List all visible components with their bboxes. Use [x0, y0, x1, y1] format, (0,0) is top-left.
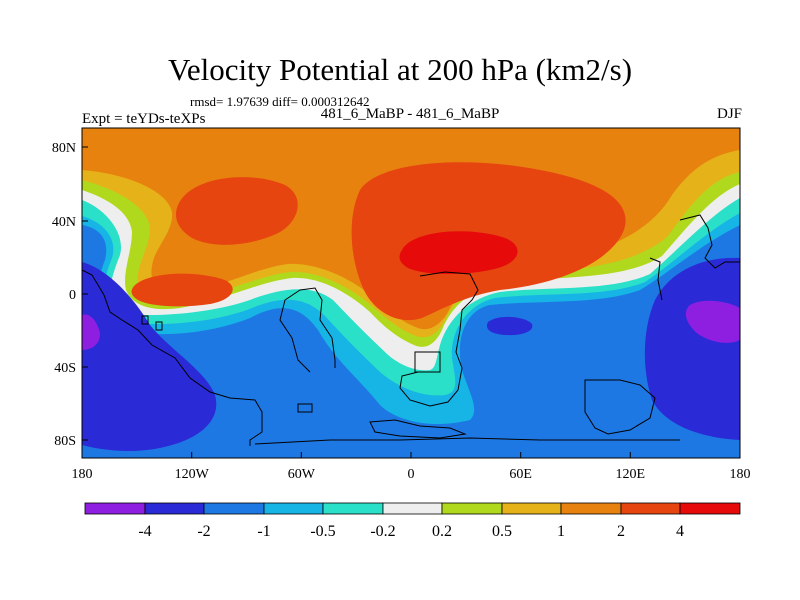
- zone-plus-2-pacific: [131, 273, 233, 307]
- x-tick-label: 60W: [288, 467, 316, 482]
- colorbar-label: -1: [257, 523, 270, 540]
- colorbar-swatch: [560, 502, 622, 515]
- zone-plus-4: [399, 231, 518, 274]
- colorbar-label: -0.5: [310, 523, 335, 540]
- colorbar-swatch: [144, 502, 205, 515]
- coastlines: [82, 214, 740, 446]
- x-tick-label: 0: [408, 467, 415, 482]
- x-tick-labels: 180 120W 60W 0 60E 120E 180: [72, 467, 751, 482]
- y-tick-label: 80N: [52, 141, 76, 156]
- coast-australia: [584, 379, 656, 435]
- coast-antarctic-peninsula: [369, 419, 467, 439]
- colorbar-swatch: [382, 502, 443, 515]
- coast-africa: [399, 271, 479, 407]
- colorbar-swatch: [441, 502, 503, 515]
- x-tick-label: 120E: [616, 467, 646, 482]
- y-tick-labels: 80N 40N 0 40S 80S: [52, 141, 76, 449]
- colorbar-swatch: [620, 502, 681, 515]
- tick-marks: [81, 146, 741, 458]
- y-tick-label: 80S: [54, 434, 76, 449]
- x-tick-label: 60E: [509, 467, 532, 482]
- y-tick-label: 0: [69, 288, 76, 303]
- stats-label: rmsd= 1.97639 diff= 0.000312642: [190, 94, 370, 109]
- zone-minus-2-west: [82, 262, 217, 452]
- coast-antarctica: [254, 437, 680, 445]
- colorbar-label: 1: [557, 523, 565, 540]
- x-tick-label: 180: [72, 467, 93, 482]
- colorbar-swatch: [322, 502, 384, 515]
- colorbar-label: 4: [676, 523, 684, 540]
- colorbar-label: 0.2: [432, 523, 452, 540]
- x-tick-label: 120W: [175, 467, 210, 482]
- coast-east-asia: [649, 214, 740, 301]
- coast-north-america: [82, 269, 263, 446]
- x-tick-label: 180: [730, 467, 751, 482]
- colorbar-swatch: [203, 502, 265, 515]
- colorbar-label: 2: [617, 523, 625, 540]
- colorbar-label: -0.2: [370, 523, 395, 540]
- colorbar-swatch: [84, 502, 146, 515]
- colorbar-swatch: [679, 502, 741, 515]
- season-label: DJF: [716, 106, 742, 122]
- colorbar-swatch: [263, 502, 324, 515]
- center-label: 481_6_MaBP - 481_6_MaBP: [320, 106, 500, 122]
- coast-sahara-block: [414, 351, 441, 373]
- contour-field: [82, 128, 740, 458]
- zone-minus-4-east: [685, 300, 740, 343]
- colorbar: [84, 502, 741, 515]
- zone-minus-2-africa: [486, 316, 533, 336]
- experiment-label: Expt = teYDs-teXPs: [82, 111, 206, 127]
- zone-minus-4-west: [82, 314, 100, 350]
- colorbar-label: 0.5: [492, 523, 512, 540]
- colorbar-label: -2: [197, 523, 210, 540]
- y-tick-label: 40S: [54, 361, 76, 376]
- colorbar-labels: -4 -2 -1 -0.5 -0.2 0.2 0.5 1 2 4: [138, 523, 684, 540]
- colorbar-label: -4: [138, 523, 151, 540]
- coast-south-america: [279, 287, 336, 373]
- plot-title: Velocity Potential at 200 hPa (km2/s): [167, 52, 633, 87]
- y-tick-label: 40N: [52, 215, 76, 230]
- zone-plus-2-west: [175, 177, 298, 245]
- coast-islands: [141, 315, 313, 413]
- colorbar-swatch: [501, 502, 562, 515]
